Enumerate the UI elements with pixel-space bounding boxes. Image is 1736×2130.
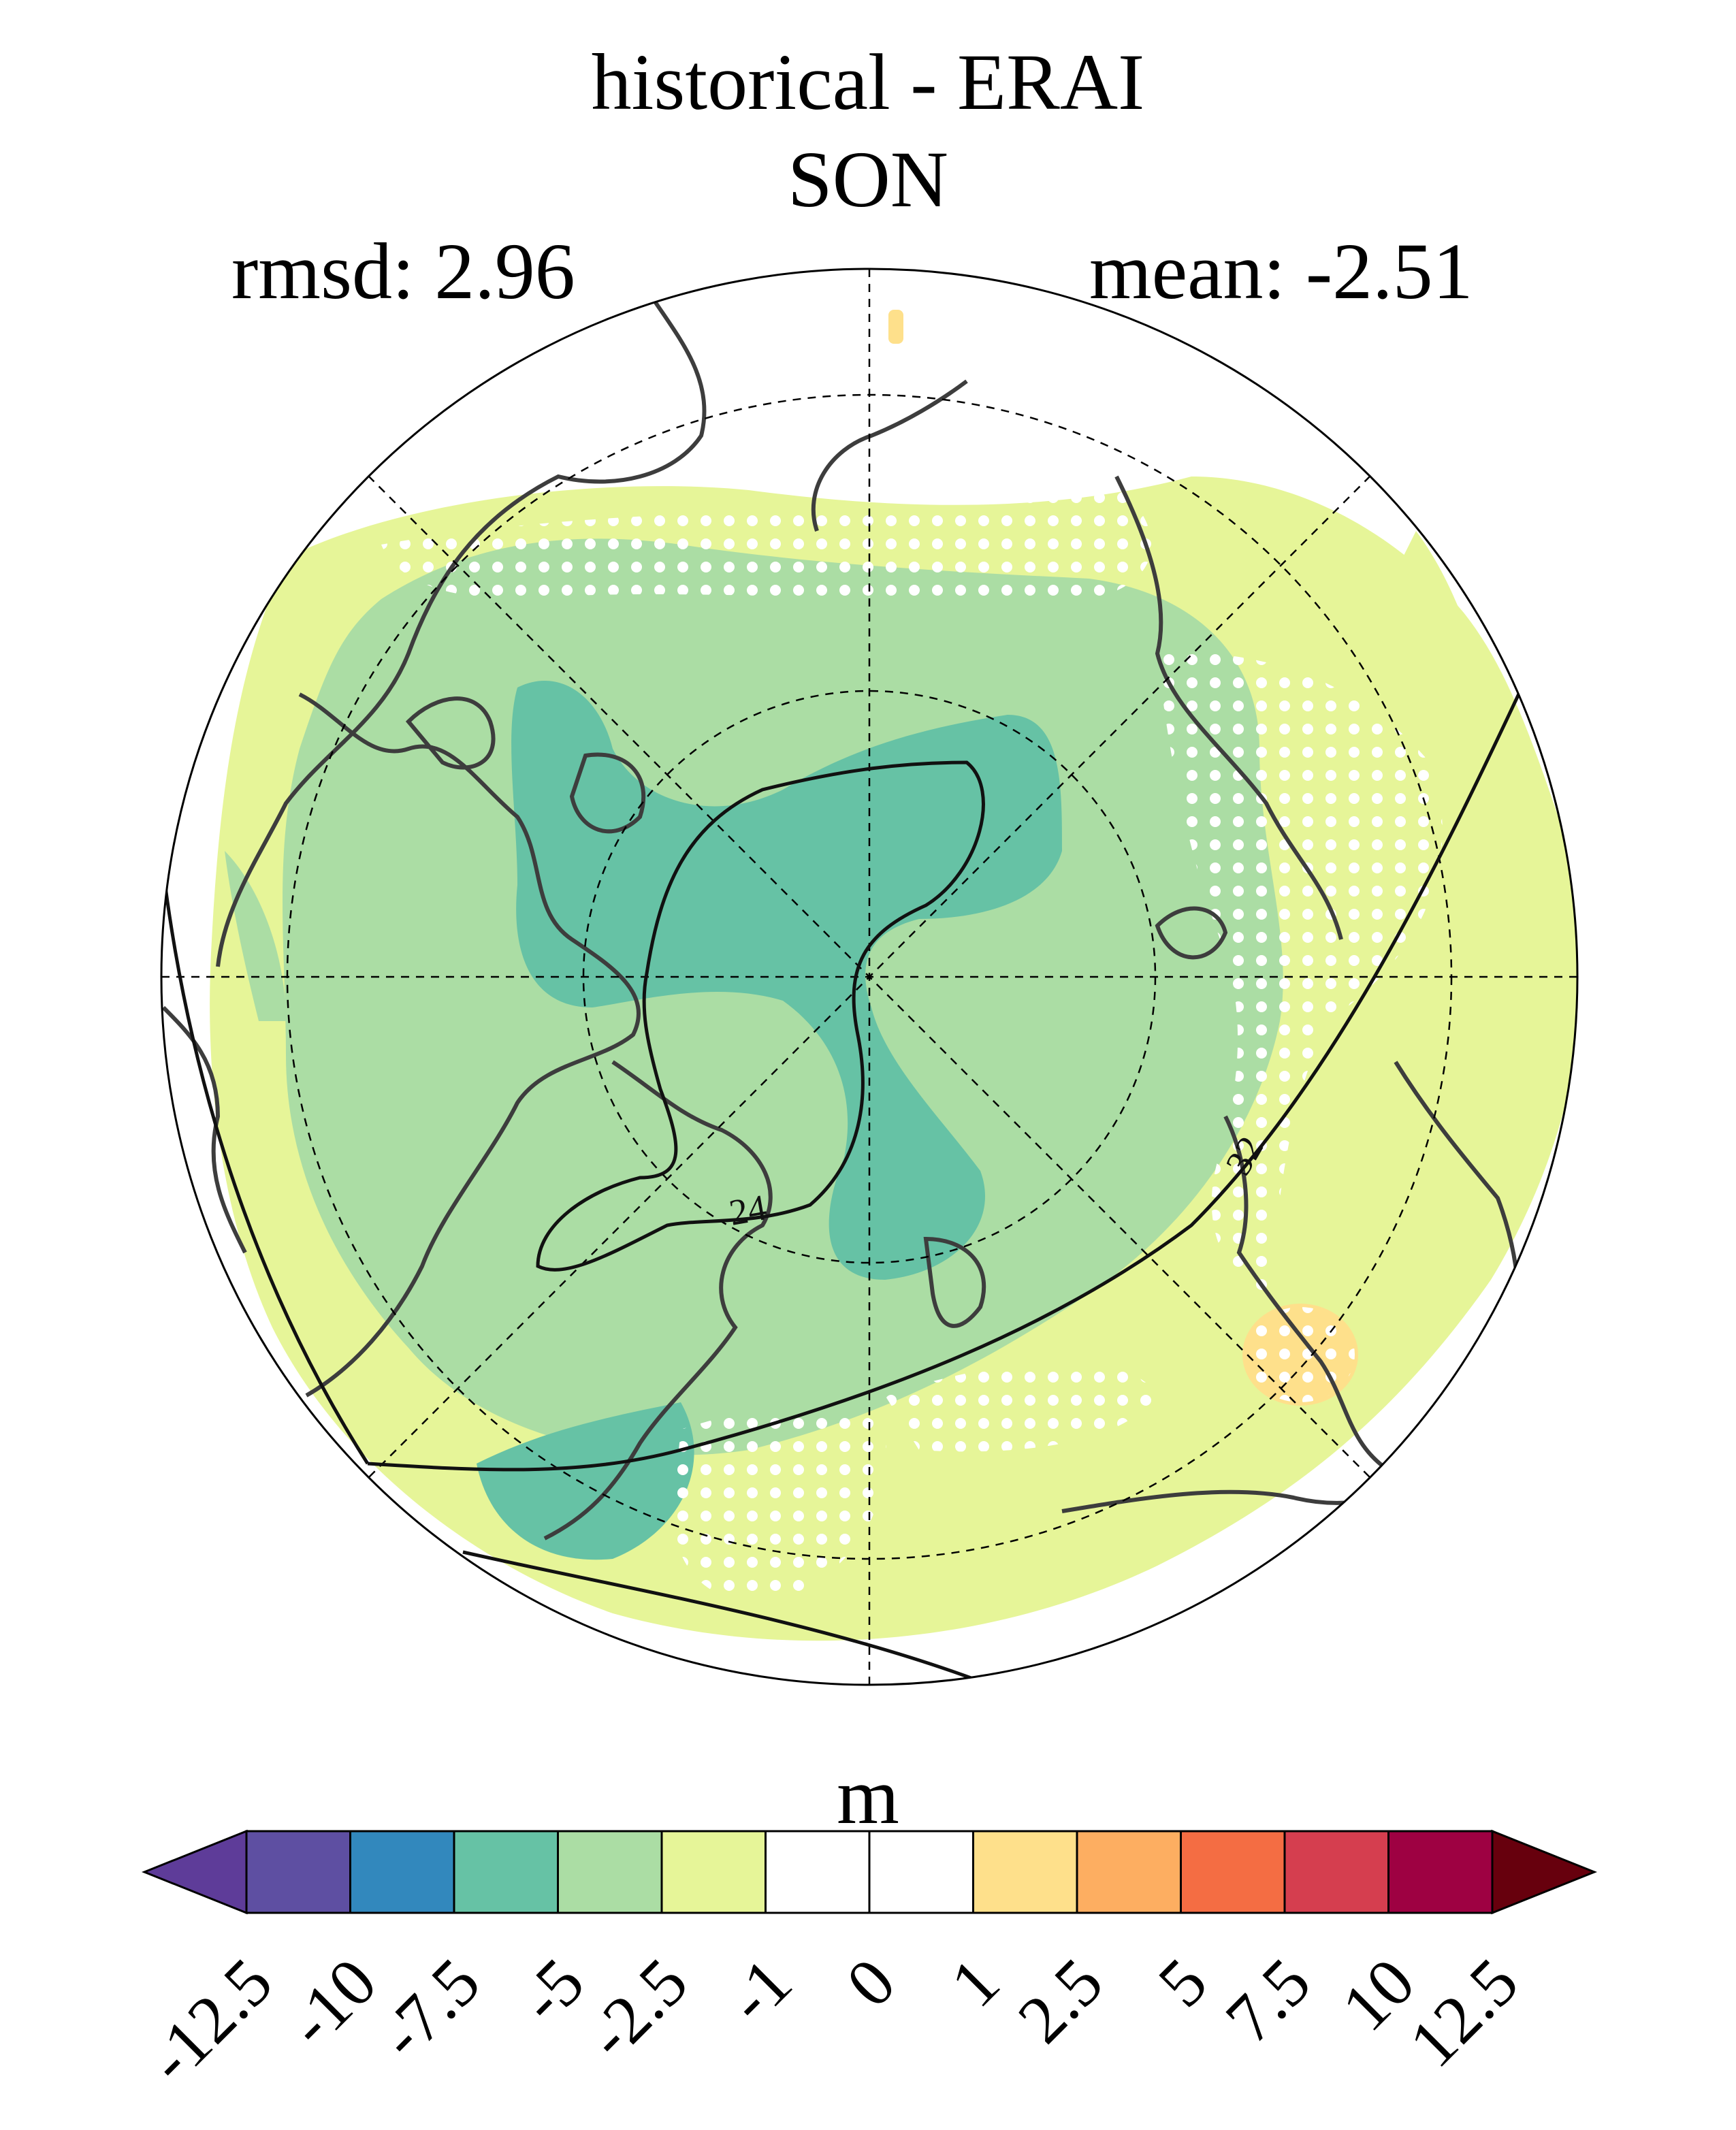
colorbar-box — [868, 1830, 974, 1914]
colorbar-box — [1076, 1830, 1182, 1914]
contour-label-24: 24 — [726, 1187, 770, 1233]
colorbar-extend-high — [1491, 1829, 1598, 1915]
title-season: SON — [787, 135, 949, 224]
colorbar-box — [245, 1830, 351, 1914]
colorbar-box — [765, 1830, 871, 1914]
colorbar-box — [1283, 1830, 1389, 1914]
colorbar-box — [557, 1830, 663, 1914]
rmsd-label: rmsd: 2.96 — [231, 227, 575, 316]
colorbar-box — [1387, 1830, 1494, 1914]
stipple-east — [1157, 652, 1443, 1293]
title-line-1: historical - ERAI — [591, 37, 1145, 127]
colorbar-box — [972, 1830, 1078, 1914]
polar-map: 24 32 — [160, 268, 1579, 1686]
colorbar-unit: m — [837, 1752, 899, 1841]
mean-label: mean: -2.51 — [1089, 227, 1473, 316]
colorbar-box — [453, 1830, 559, 1914]
colorbar-extend-low — [141, 1829, 248, 1915]
stipple-north — [381, 490, 1152, 601]
map-border — [160, 268, 1579, 1686]
graticule — [161, 269, 1577, 1685]
colorbar-box — [349, 1830, 455, 1914]
stipple-south — [673, 1406, 886, 1602]
colorbar-box — [1180, 1830, 1286, 1914]
field-dark-band — [511, 681, 1062, 1280]
colorbar-box — [660, 1830, 767, 1914]
contour-lines — [161, 679, 1527, 1683]
